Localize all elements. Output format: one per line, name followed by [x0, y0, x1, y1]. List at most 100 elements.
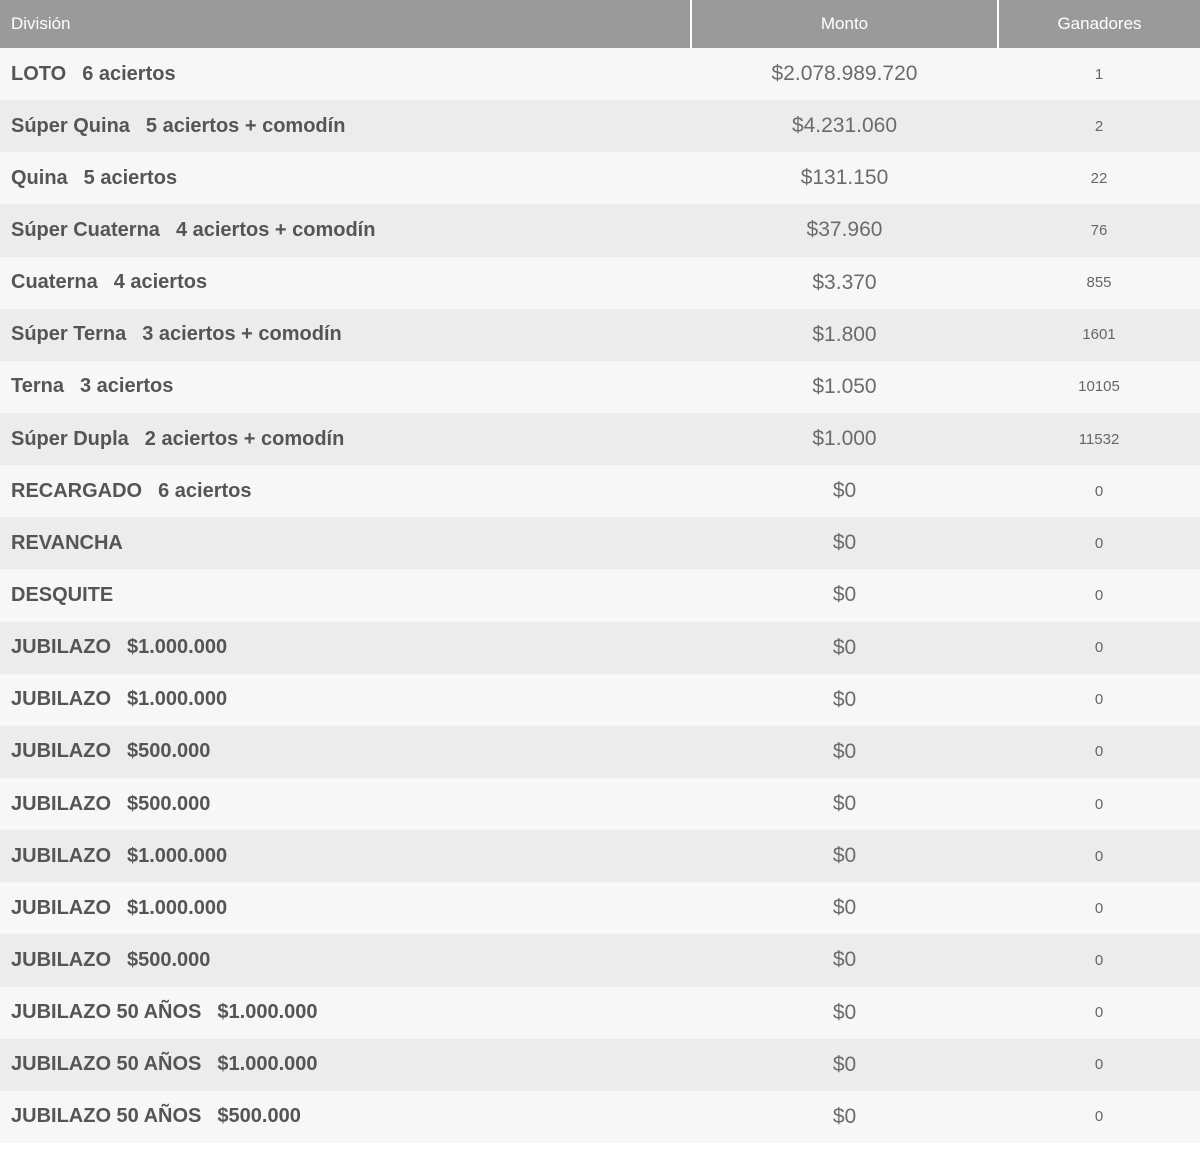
division-cell: JUBILAZO $500.000: [0, 934, 691, 986]
division-name: JUBILAZO 50 AÑOS: [11, 1105, 202, 1128]
header-division: División: [11, 14, 71, 33]
ganadores-cell: 0: [1094, 951, 1104, 969]
table-row: JUBILAZO 50 AÑOS $500.000 $0 0: [0, 1090, 1200, 1143]
division-detail: 3 aciertos: [79, 375, 174, 398]
division-cell: Súper Quina 5 aciertos + comodín: [0, 100, 691, 152]
division-name: JUBILAZO 50 AÑOS: [11, 1001, 202, 1024]
division-detail: $500.000: [127, 792, 211, 815]
ganadores-cell: 0: [1094, 847, 1104, 865]
division-detail: $1.000.000: [127, 844, 228, 867]
table-row: RECARGADO 6 aciertos $0 0: [0, 465, 1200, 518]
division-cell: JUBILAZO $1.000.000: [0, 830, 691, 882]
ganadores-cell: 1601: [1082, 326, 1116, 344]
division-cell: Súper Dupla 2 aciertos + comodín: [0, 413, 691, 465]
monto-cell: $1.050: [812, 374, 877, 398]
division-cell: JUBILAZO 50 AÑOS $1.000.000: [0, 987, 691, 1039]
header-ganadores: Ganadores: [997, 0, 1200, 48]
table-row: DESQUITE $0 0: [0, 569, 1200, 622]
ganadores-cell: 0: [1094, 586, 1104, 604]
division-detail: $1.000.000: [127, 896, 228, 919]
table-row: JUBILAZO 50 AÑOS $1.000.000 $0 0: [0, 1038, 1200, 1091]
monto-cell: $0: [832, 844, 857, 868]
monto-cell: $0: [832, 583, 857, 607]
table-row: JUBILAZO 50 AÑOS $1.000.000 $0 0: [0, 986, 1200, 1039]
division-cell: JUBILAZO $1.000.000: [0, 882, 691, 934]
division-name: RECARGADO: [11, 479, 143, 502]
division-cell: RECARGADO 6 aciertos: [0, 465, 691, 517]
division-cell: DESQUITE: [0, 569, 691, 621]
table-row: JUBILAZO $1.000.000 $0 0: [0, 621, 1200, 674]
table-row: Súper Cuaterna 4 aciertos + comodín $37.96…: [0, 204, 1200, 257]
ganadores-cell: 22: [1090, 169, 1108, 187]
table-row: Quina 5 aciertos $131.150 22: [0, 152, 1200, 205]
table-row: Súper Terna 3 aciertos + comodín $1.800 160…: [0, 308, 1200, 361]
monto-cell: $0: [832, 948, 857, 972]
division-name: Súper Cuaterna: [11, 218, 160, 241]
monto-cell: $0: [832, 1052, 857, 1076]
table-row: JUBILAZO $500.000 $0 0: [0, 934, 1200, 987]
monto-cell: $0: [832, 687, 857, 711]
division-detail: $1.000.000: [217, 1001, 318, 1024]
ganadores-cell: 0: [1094, 743, 1104, 761]
division-cell: JUBILAZO $1.000.000: [0, 674, 691, 726]
division-name: JUBILAZO: [11, 948, 111, 971]
division-detail: 4 aciertos: [113, 271, 208, 294]
division-cell: JUBILAZO 50 AÑOS $500.000: [0, 1091, 691, 1143]
ganadores-cell: 0: [1094, 482, 1104, 500]
table-header: División Monto Ganadores: [0, 0, 1200, 48]
division-detail: 4 aciertos + comodín: [175, 218, 376, 241]
division-name: JUBILAZO: [11, 896, 111, 919]
table-row: Cuaterna 4 aciertos $3.370 855: [0, 256, 1200, 309]
division-cell: Quina 5 aciertos: [0, 152, 691, 204]
table-row: Terna 3 aciertos $1.050 10105: [0, 360, 1200, 413]
monto-cell: $0: [832, 792, 857, 816]
division-cell: JUBILAZO 50 AÑOS $1.000.000: [0, 1039, 691, 1091]
ganadores-cell: 10105: [1078, 378, 1120, 396]
division-cell: Terna 3 aciertos: [0, 361, 691, 413]
division-detail: 6 aciertos: [158, 479, 252, 502]
monto-cell: $4.231.060: [791, 114, 898, 138]
ganadores-cell: 2: [1094, 117, 1104, 135]
division-name: REVANCHA: [11, 531, 123, 554]
ganadores-cell: 0: [1094, 795, 1104, 813]
ganadores-cell: 11532: [1078, 430, 1120, 448]
table-row: Súper Quina 5 aciertos + comodín $4.231.06…: [0, 100, 1200, 153]
division-name: JUBILAZO: [11, 792, 111, 815]
division-name: JUBILAZO: [11, 844, 111, 867]
division-name: Súper Quina: [11, 114, 130, 137]
division-name: Súper Dupla: [11, 427, 129, 450]
division-detail: $1.000.000: [127, 688, 228, 711]
ganadores-cell: 0: [1094, 1108, 1104, 1126]
table-row: JUBILAZO $1.000.000 $0 0: [0, 882, 1200, 935]
table-body: LOTO 6 aciertos $2.078.989.720 1 Súper Quina…: [0, 48, 1200, 1143]
division-detail: $1.000.000: [217, 1053, 318, 1076]
header-row: División Monto Ganadores: [0, 0, 1200, 48]
division-name: Cuaterna: [11, 271, 98, 294]
monto-cell: $1.800: [812, 322, 877, 346]
division-cell: JUBILAZO $500.000: [0, 778, 691, 830]
division-name: Terna: [11, 375, 64, 398]
division-detail: 2 aciertos + comodín: [144, 427, 345, 450]
header-monto: Monto: [690, 0, 998, 48]
monto-cell: $0: [832, 739, 857, 763]
ganadores-cell: 0: [1094, 691, 1104, 709]
table-row: JUBILAZO $1.000.000 $0 0: [0, 673, 1200, 726]
ganadores-cell: 0: [1094, 1004, 1104, 1022]
division-detail: $500.000: [217, 1105, 301, 1128]
table-row: JUBILAZO $1.000.000 $0 0: [0, 830, 1200, 883]
monto-cell: $1.000: [812, 427, 877, 451]
monto-cell: $0: [832, 635, 857, 659]
monto-cell: $37.960: [806, 218, 883, 242]
division-name: JUBILAZO: [11, 688, 111, 711]
division-cell: JUBILAZO $1.000.000: [0, 622, 691, 674]
monto-cell: $0: [832, 1104, 857, 1128]
monto-cell: $0: [832, 896, 857, 920]
table-row: Súper Dupla 2 aciertos + comodín $1.000 115…: [0, 412, 1200, 466]
division-name: Súper Terna: [11, 323, 127, 346]
division-cell: Súper Cuaterna 4 aciertos + comodín: [0, 204, 691, 256]
ganadores-cell: 76: [1090, 221, 1108, 239]
monto-cell: $0: [832, 1000, 857, 1024]
division-name: Quina: [11, 166, 68, 189]
division-name: JUBILAZO: [11, 636, 111, 659]
